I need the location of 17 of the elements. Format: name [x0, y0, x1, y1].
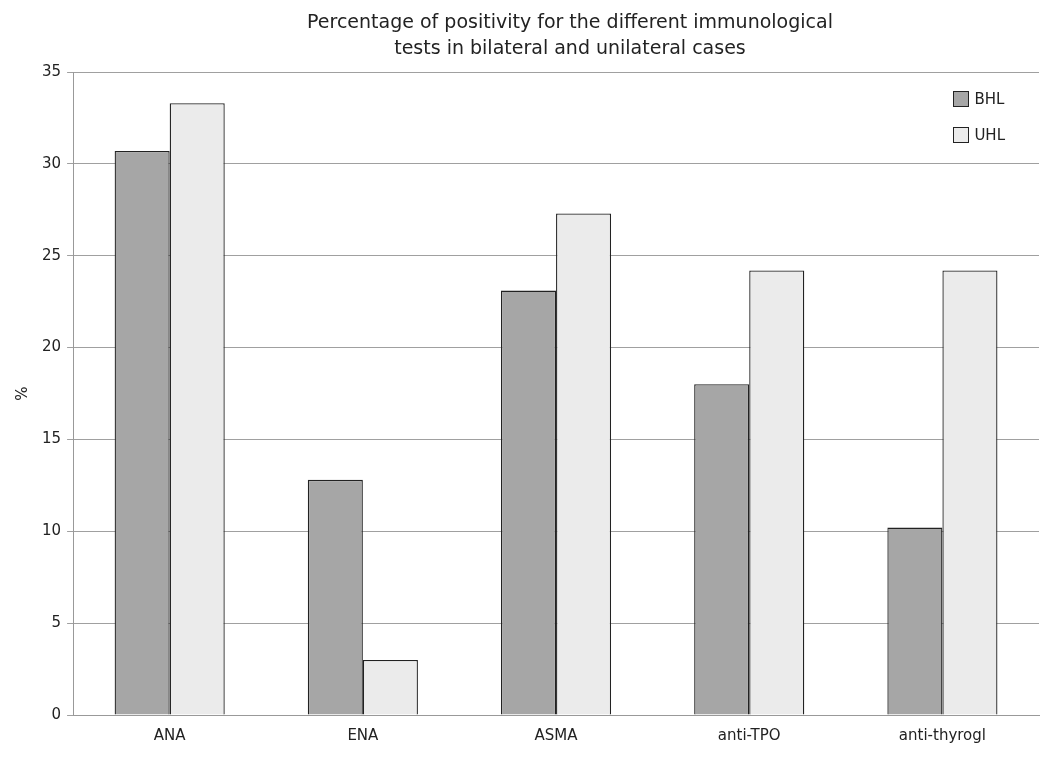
x-tick-label: ANA — [153, 725, 187, 744]
y-tick-label: 35 — [41, 61, 62, 80]
legend-label: BHL — [974, 90, 1005, 108]
x-tick-label: anti-thyrogl — [898, 725, 986, 744]
y-tick-label: 5 — [51, 613, 62, 632]
y-axis-title: % — [12, 386, 31, 401]
chart-title: Percentage of positivity for the different immunological tests in bilateral and unilateral cases — [306, 9, 834, 60]
y-tick-label: 0 — [51, 704, 62, 723]
y-tick-label: 25 — [41, 245, 62, 264]
x-tick-label: ENA — [347, 725, 380, 744]
y-tick-label: 30 — [41, 153, 62, 172]
y-tick-label: 10 — [41, 521, 62, 540]
x-tick-label: ASMA — [534, 725, 579, 744]
legend-label: UHL — [974, 126, 1005, 144]
x-tick-label: anti-TPO — [717, 725, 781, 744]
y-tick-label: 20 — [41, 337, 62, 356]
y-tick-label: 15 — [41, 429, 62, 448]
